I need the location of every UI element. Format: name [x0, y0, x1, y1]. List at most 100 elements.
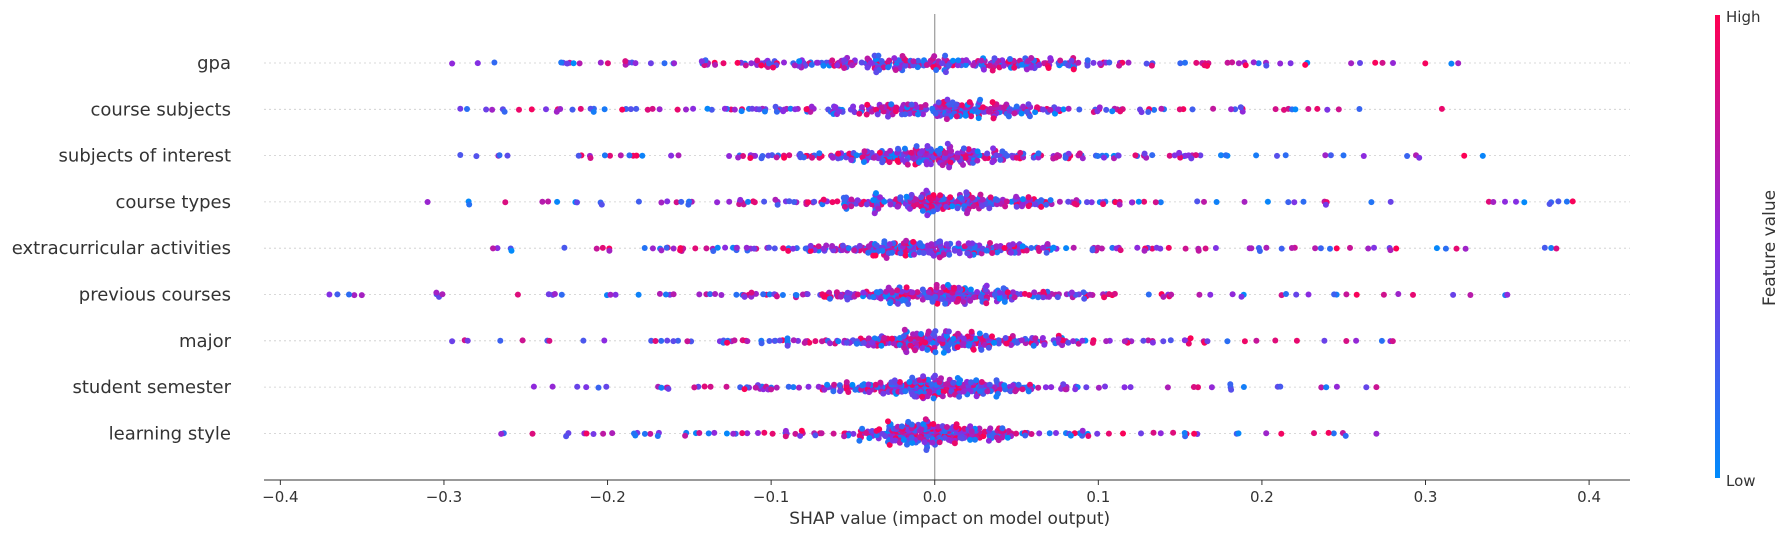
data-point — [1028, 431, 1035, 437]
data-point — [1040, 288, 1047, 295]
data-point — [826, 295, 833, 302]
data-point — [902, 388, 909, 395]
x-tick-label: −0.4 — [262, 488, 298, 506]
data-point — [1010, 382, 1017, 389]
data-point — [731, 106, 738, 113]
data-point — [934, 147, 941, 154]
x-tick-label: 0.0 — [923, 488, 947, 506]
data-point — [930, 421, 937, 427]
feature-label: previous courses — [79, 285, 231, 306]
data-point — [903, 237, 910, 244]
data-point — [1048, 384, 1055, 391]
data-point — [1017, 149, 1024, 156]
data-point — [871, 210, 878, 217]
data-point — [649, 105, 656, 112]
data-point — [971, 294, 978, 301]
data-point — [926, 388, 933, 395]
data-point — [980, 104, 986, 111]
data-point — [758, 62, 765, 69]
data-point — [1263, 62, 1270, 69]
data-point — [909, 374, 916, 381]
data-point — [1240, 384, 1247, 390]
data-point — [960, 298, 967, 305]
data-point — [1001, 298, 1008, 305]
data-point — [856, 437, 863, 444]
data-point — [909, 439, 916, 446]
data-point — [1132, 152, 1139, 159]
data-point — [848, 157, 855, 163]
data-point — [987, 425, 994, 432]
data-point — [1256, 248, 1263, 254]
data-point — [528, 106, 535, 113]
data-point — [924, 294, 931, 301]
data-point — [1102, 383, 1108, 390]
data-point — [1062, 154, 1069, 161]
data-point — [1201, 62, 1208, 69]
data-point — [926, 335, 933, 342]
data-point — [1022, 432, 1029, 439]
data-point — [1007, 388, 1014, 395]
data-point — [1395, 291, 1402, 297]
data-point — [449, 338, 456, 345]
data-point — [975, 115, 982, 122]
data-point — [574, 383, 581, 390]
data-point — [769, 430, 776, 437]
data-point — [912, 196, 919, 203]
data-point — [1018, 337, 1025, 344]
data-point — [703, 245, 710, 252]
data-point — [648, 337, 655, 344]
data-point — [1023, 108, 1030, 115]
data-point — [954, 344, 961, 351]
data-point — [872, 252, 879, 259]
data-point — [745, 198, 751, 205]
data-point — [990, 145, 997, 152]
data-point — [516, 106, 522, 113]
data-point — [593, 245, 600, 252]
data-point — [1224, 59, 1231, 66]
data-point — [1213, 199, 1220, 205]
data-point — [704, 105, 711, 112]
data-point — [950, 335, 957, 342]
data-point — [1479, 152, 1486, 159]
data-point — [841, 57, 848, 64]
data-point — [873, 106, 880, 113]
data-point — [1356, 106, 1363, 112]
data-point — [1373, 384, 1380, 391]
data-point — [1182, 59, 1188, 66]
data-point — [1190, 384, 1197, 390]
data-point — [894, 157, 901, 164]
data-point — [939, 162, 946, 169]
data-point — [1227, 381, 1234, 388]
data-point — [1111, 290, 1118, 297]
data-point — [877, 379, 884, 386]
data-point — [658, 247, 665, 254]
data-point — [1373, 430, 1380, 437]
data-point — [1343, 291, 1350, 298]
data-point — [843, 379, 850, 386]
data-point — [940, 388, 947, 395]
data-point — [766, 244, 772, 251]
data-point — [894, 287, 901, 294]
data-point — [1207, 291, 1214, 298]
data-point — [876, 426, 883, 433]
data-point — [895, 203, 902, 210]
data-point — [1195, 247, 1202, 254]
data-point — [886, 159, 893, 166]
data-point — [1055, 106, 1062, 113]
data-point — [815, 383, 822, 390]
data-point — [754, 57, 761, 64]
data-point — [925, 376, 931, 383]
data-point — [644, 106, 651, 113]
data-point — [781, 154, 788, 161]
data-point — [896, 379, 903, 385]
data-point — [958, 194, 964, 201]
data-point — [830, 430, 837, 437]
data-point — [1264, 198, 1271, 205]
data-point — [902, 111, 909, 118]
data-point — [977, 96, 984, 103]
data-point — [1141, 198, 1148, 205]
data-point — [969, 194, 976, 201]
data-point — [761, 108, 768, 115]
data-point — [1212, 245, 1219, 251]
data-point — [984, 150, 991, 157]
